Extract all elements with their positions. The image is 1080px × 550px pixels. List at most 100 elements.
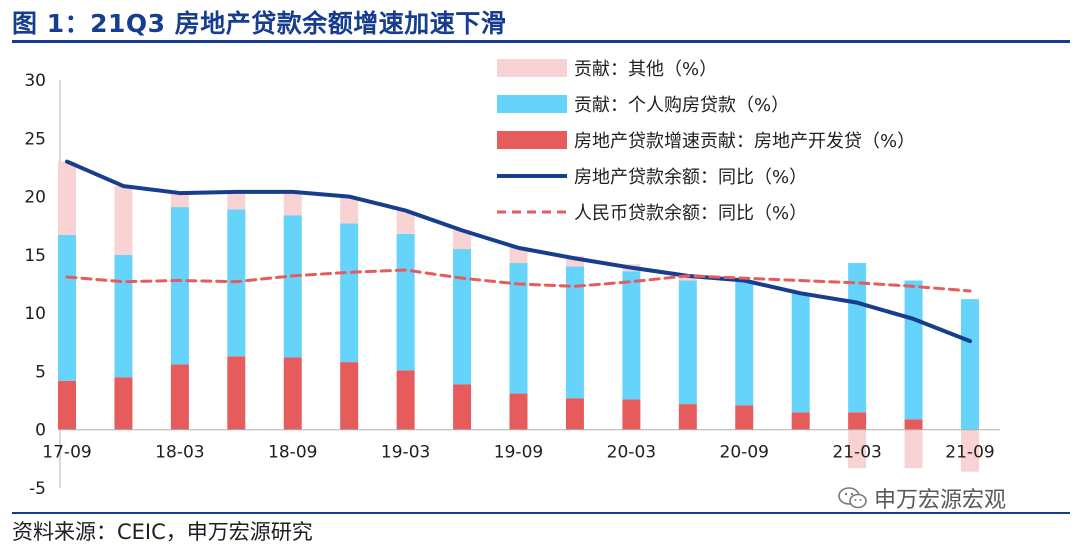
legend-label: 房地产贷款增速贡献：房地产开发贷（%）: [574, 131, 915, 152]
legend-swatch: [497, 131, 567, 149]
legend-label: 贡献：个人购房贷款（%）: [574, 95, 789, 116]
y-tick-label: 0: [35, 421, 46, 441]
bar-group: [227, 191, 246, 430]
bar-segment: [170, 207, 189, 365]
bar-group: [453, 230, 472, 430]
y-tick-labels: -5 0 5 10 15 20 25 30: [24, 71, 46, 499]
bar-segment: [114, 254, 133, 378]
legend-label: 房地产贷款余额：同比（%）: [574, 167, 807, 188]
bar-group: [509, 247, 528, 430]
bar-segment: [509, 247, 528, 264]
bar-segment: [227, 356, 246, 430]
bar-group: [170, 193, 189, 430]
legend-swatch: [497, 95, 567, 113]
bar-segment: [509, 393, 528, 430]
y-tick-label: 25: [24, 129, 46, 149]
bar-segment: [453, 230, 472, 250]
bar-group: [678, 275, 697, 430]
bar-segment: [340, 196, 359, 224]
bar-groups: [58, 161, 979, 472]
x-tick-label: 20-09: [720, 443, 769, 463]
bar-group: [791, 293, 810, 430]
bar-segment: [904, 419, 923, 430]
x-tick-labels: 17-09 18-03 18-09 19-03 19-09 20-03 20-09 21-03…: [42, 443, 994, 463]
series-line-rmb-loan-yoy: [65, 268, 972, 293]
wechat-icon: [838, 487, 867, 509]
bar-segment: [283, 357, 302, 430]
bar-segment: [340, 362, 359, 430]
bar-segment: [283, 191, 302, 216]
bar-group: [114, 186, 133, 430]
series-line-loan-balance-yoy: [65, 159, 972, 344]
chart: -5 0 5 10 15 20 25 30 17-09 18-03 18-09 19-03 19-09…: [24, 59, 1000, 499]
bar-segment: [58, 380, 76, 430]
y-tick-label: 20: [24, 188, 46, 208]
bar-segment: [678, 404, 697, 430]
bar-group: [396, 210, 415, 430]
bar-group: [622, 264, 641, 430]
bar-segment: [848, 412, 867, 430]
x-tick-label: 21-03: [832, 443, 881, 463]
y-tick-label: -5: [29, 479, 46, 499]
x-tick-label: 18-03: [155, 443, 204, 463]
watermark-text: 申万宏源宏观: [874, 488, 1007, 513]
y-tick-label: 5: [35, 362, 46, 382]
footer-divider: [12, 512, 1070, 514]
page-title: 图 1：21Q3 房地产贷款余额增速加速下滑: [12, 9, 507, 38]
x-tick-label: 19-03: [381, 443, 430, 463]
x-tick-label: 17-09: [42, 443, 91, 463]
legend: 贡献：其他（%） 贡献：个人购房贷款（%） 房地产贷款增速贡献：房地产开发贷（%） 房…: [497, 59, 915, 224]
x-tick-label: 18-09: [268, 443, 317, 463]
bar-segment: [791, 293, 810, 413]
bar-group: [58, 161, 76, 430]
bar-segment: [340, 223, 359, 363]
bar-segment: [453, 384, 472, 430]
bar-segment: [396, 370, 415, 430]
source-note: 资料来源：CEIC，申万宏源研究: [12, 520, 313, 544]
bar-segment: [114, 186, 133, 255]
legend-swatch: [497, 59, 567, 77]
bar-segment: [678, 280, 697, 405]
line-series: [65, 159, 972, 344]
bar-segment: [678, 275, 697, 281]
bar-segment: [453, 249, 472, 385]
bar-group: [565, 256, 584, 430]
bar-segment: [961, 299, 979, 430]
bar-segment: [565, 266, 584, 399]
x-tick-label: 21-09: [945, 443, 994, 463]
y-tick-label: 10: [24, 304, 46, 324]
bar-group: [283, 191, 302, 430]
bar-segment: [170, 193, 189, 208]
bar-segment: [848, 429, 867, 469]
bar-segment: [565, 398, 584, 430]
bar-segment: [283, 215, 302, 358]
bar-segment: [904, 429, 923, 469]
bar-segment: [396, 233, 415, 371]
bar-segment: [961, 429, 979, 472]
bar-segment: [396, 210, 415, 234]
bar-segment: [565, 256, 584, 267]
bar-segment: [848, 263, 867, 413]
bar-group: [961, 299, 979, 472]
x-tick-label: 19-09: [494, 443, 543, 463]
bar-group: [848, 263, 867, 469]
legend-label: 人民币贷款余额：同比（%）: [574, 203, 807, 224]
legend-label: 贡献：其他（%）: [574, 59, 717, 80]
y-axis: -5 0 5 10 15 20 25 30: [24, 71, 61, 499]
bar-segment: [114, 377, 133, 430]
bar-group: [904, 280, 923, 469]
bar-segment: [509, 263, 528, 394]
bar-group: [735, 280, 754, 430]
x-tick-label: 20-03: [607, 443, 656, 463]
y-tick-label: 30: [24, 71, 46, 91]
bar-segment: [58, 161, 76, 236]
bar-segment: [58, 235, 76, 381]
bar-segment: [170, 364, 189, 430]
bar-segment: [735, 281, 754, 406]
title-divider: [12, 40, 1070, 43]
bar-segment: [735, 405, 754, 430]
bar-segment: [791, 412, 810, 430]
watermark: 申万宏源宏观: [838, 482, 1006, 514]
y-tick-label: 15: [24, 246, 46, 266]
bar-segment: [904, 280, 923, 420]
